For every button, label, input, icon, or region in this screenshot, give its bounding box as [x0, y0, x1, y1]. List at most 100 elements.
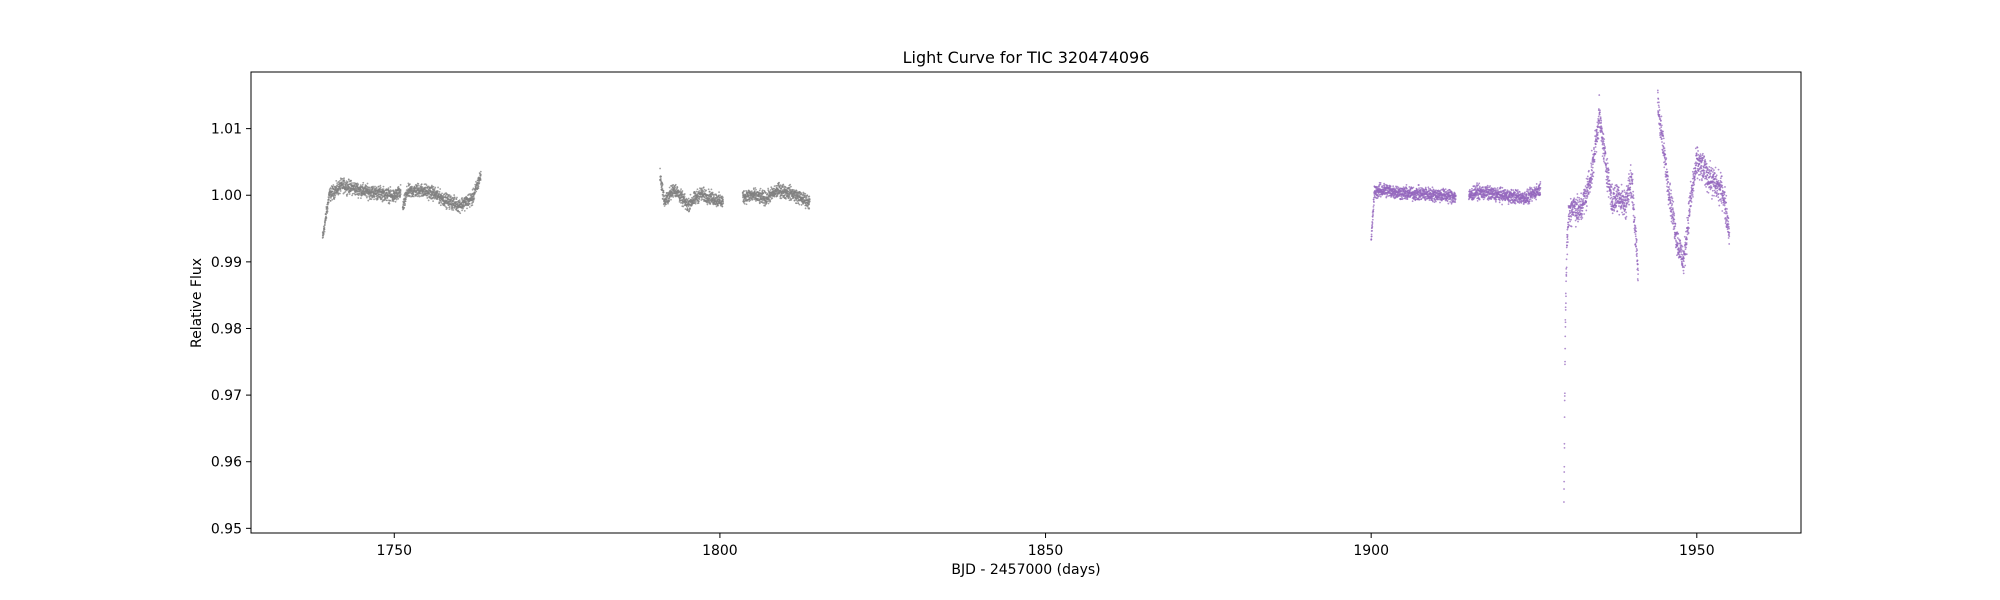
data-point: [784, 186, 787, 189]
data-point: [1580, 192, 1583, 195]
data-point: [670, 198, 672, 201]
data-point: [350, 182, 353, 185]
data-point: [1582, 206, 1584, 209]
data-point: [331, 198, 334, 201]
data-point: [450, 195, 452, 198]
data-point: [1431, 200, 1434, 203]
data-point: [1566, 228, 1569, 231]
data-point: [327, 201, 330, 204]
data-point: [698, 198, 701, 200]
data-point: [425, 184, 428, 187]
data-point: [327, 198, 330, 200]
data-point: [379, 186, 382, 189]
data-point: [1500, 191, 1503, 194]
data-point: [448, 208, 451, 211]
data-point: [1444, 188, 1447, 191]
data-point: [1578, 218, 1580, 221]
data-point: [388, 202, 391, 205]
data-point: [403, 206, 406, 209]
data-point: [344, 190, 347, 193]
data-point: [1372, 214, 1374, 217]
data-point: [405, 196, 408, 199]
data-point: [1476, 182, 1478, 185]
data-point: [1563, 416, 1566, 418]
data-point: [776, 195, 779, 197]
data-point: [397, 197, 400, 200]
data-point: [333, 196, 336, 199]
data-point: [702, 186, 705, 189]
data-point: [358, 192, 361, 195]
data-point: [721, 205, 724, 208]
data-point: [412, 193, 415, 196]
data-point: [324, 221, 326, 224]
data-point: [780, 197, 783, 200]
data-point: [705, 189, 708, 192]
data-point: [689, 193, 692, 196]
data-point: [785, 197, 787, 200]
data-point: [437, 186, 439, 189]
data-point: [443, 204, 446, 207]
data-point: [1389, 185, 1392, 188]
data-point: [1504, 198, 1507, 201]
data-point: [408, 194, 411, 197]
data-point: [465, 200, 468, 203]
data-point: [361, 183, 364, 186]
data-point: [1564, 309, 1567, 311]
data-point: [438, 190, 441, 193]
data-point: [758, 202, 761, 205]
data-point: [375, 186, 378, 189]
data-point: [1379, 195, 1382, 198]
data-point: [751, 198, 754, 201]
data-point: [1574, 205, 1576, 208]
data-point: [1580, 215, 1583, 217]
data-point: [1497, 188, 1499, 191]
data-point: [331, 186, 334, 189]
data-point: [1405, 187, 1408, 190]
data-point: [1495, 198, 1498, 201]
data-point: [676, 186, 679, 189]
data-point: [697, 202, 700, 205]
data-point: [426, 194, 429, 197]
data-point: [1564, 306, 1567, 309]
data-point: [1584, 197, 1587, 199]
data-point: [1372, 208, 1375, 211]
data-point: [421, 186, 424, 188]
data-point: [1482, 198, 1485, 201]
data-point: [1566, 241, 1569, 243]
data-point: [1567, 225, 1570, 228]
data-point: [338, 180, 341, 182]
data-point: [1584, 185, 1587, 188]
data-point: [764, 204, 767, 207]
data-point: [334, 194, 337, 197]
data-point: [722, 198, 724, 201]
data-point: [370, 198, 373, 201]
data-point: [1371, 222, 1374, 224]
data-point: [668, 199, 671, 202]
data-point: [345, 184, 347, 186]
data-point: [364, 193, 367, 195]
data-point: [1576, 203, 1579, 205]
data-point: [790, 185, 792, 188]
data-point: [1571, 208, 1574, 211]
data-point: [1510, 189, 1513, 191]
data-point: [472, 195, 475, 198]
data-point: [674, 183, 677, 186]
data-point: [1579, 200, 1582, 203]
data-point: [1401, 196, 1403, 199]
data-point: [789, 183, 792, 186]
data-point: [1564, 360, 1566, 363]
data-point: [1406, 198, 1409, 200]
data-point: [804, 207, 807, 210]
data-point: [475, 190, 478, 193]
data-point: [793, 199, 796, 202]
data-point: [1495, 188, 1497, 191]
data-point: [689, 207, 691, 210]
data-point: [424, 186, 427, 189]
data-point: [367, 199, 370, 202]
data-point: [459, 201, 461, 203]
data-points: [321, 89, 1731, 503]
data-point: [782, 183, 785, 186]
data-point: [1569, 209, 1571, 212]
data-point: [438, 201, 441, 204]
data-point: [1449, 196, 1452, 199]
